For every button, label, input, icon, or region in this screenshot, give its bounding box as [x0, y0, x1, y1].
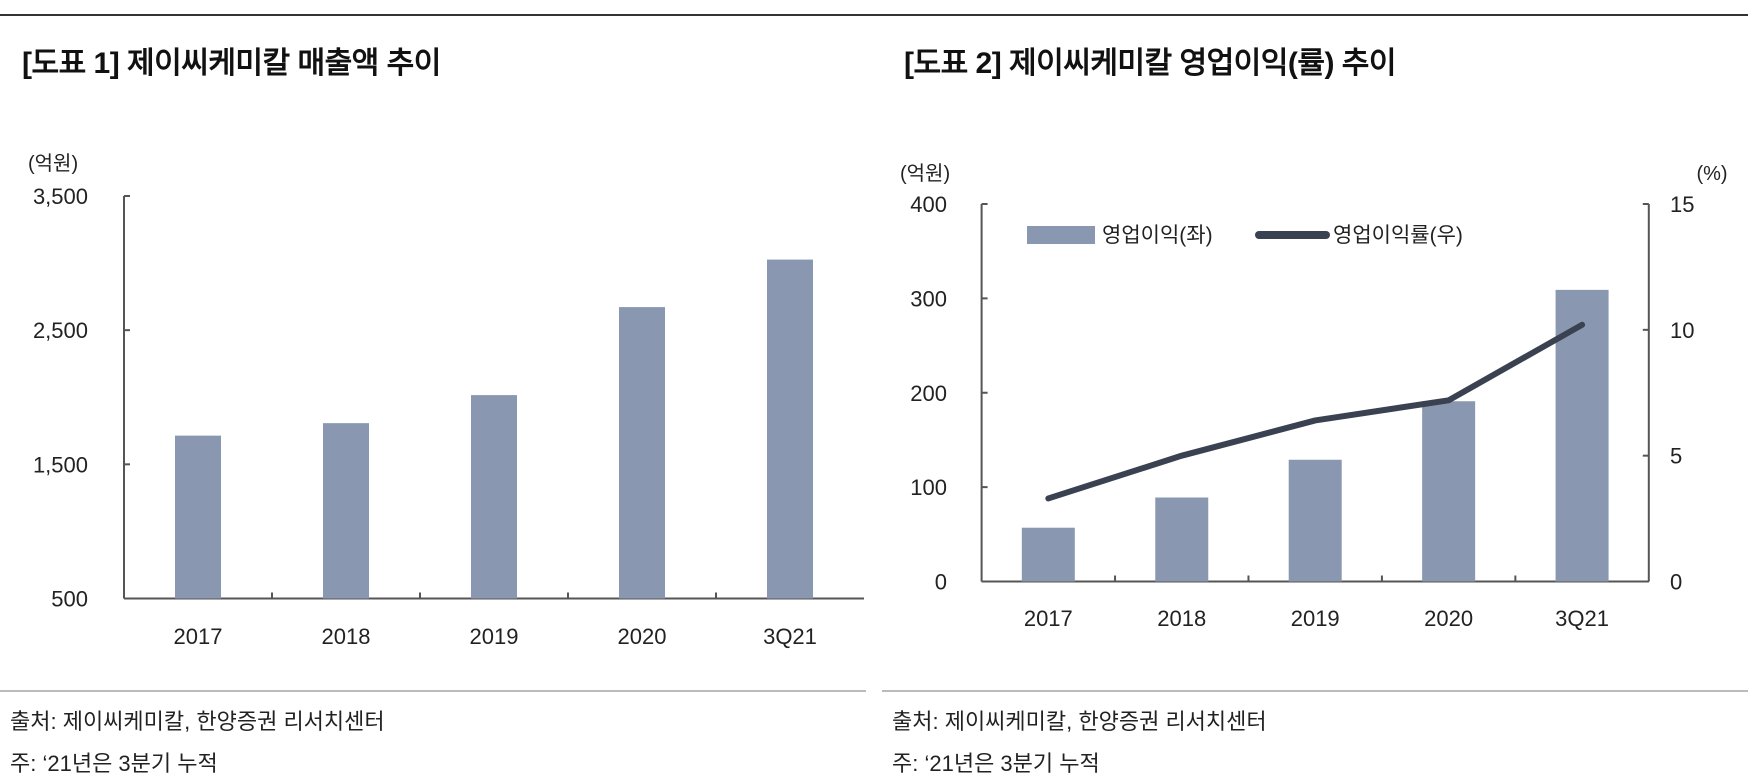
chart1-source: 출처: 제이씨케미칼, 한양증권 리서치센터 [10, 709, 385, 734]
left-y-tick-label: 400 [910, 192, 947, 217]
chart1-footer-rule [0, 690, 866, 692]
chart1-title: [도표 1] 제이씨케미칼 매출액 추이 [22, 47, 441, 80]
legend-bar-label: 영업이익(좌) [1102, 224, 1213, 247]
x-tick-label: 2018 [322, 624, 371, 649]
y-tick-label: 3,500 [33, 184, 88, 209]
bar-2020 [1422, 401, 1476, 582]
top-rule [0, 14, 1748, 16]
left-y-axis-unit: (억원) [900, 162, 950, 185]
left-y-tick-label: 100 [910, 475, 947, 500]
x-tick-label: 2019 [470, 624, 519, 649]
chart2-footer-rule [882, 690, 1748, 692]
x-tick-label: 2020 [1424, 606, 1473, 631]
bar-3Q21 [1555, 289, 1609, 582]
chart2-note: 주: ‘21년은 3분기 누적 [892, 751, 1100, 776]
bar-2018 [323, 423, 369, 599]
x-tick-label: 2017 [174, 624, 223, 649]
bar-2018 [1155, 497, 1209, 582]
bar-2017 [1021, 527, 1075, 582]
right-y-tick-label: 5 [1670, 444, 1682, 469]
legend-bar-swatch [1027, 226, 1095, 244]
left-y-tick-label: 300 [910, 286, 947, 311]
legend-line-label: 영업이익률(우) [1333, 224, 1463, 247]
x-tick-label: 2019 [1291, 606, 1340, 631]
bar-2017 [175, 435, 221, 599]
right-y-tick-label: 0 [1670, 570, 1682, 595]
y-tick-label: 2,500 [33, 318, 88, 343]
x-tick-label: 3Q21 [1555, 606, 1609, 631]
y-axis-unit: (억원) [28, 152, 78, 175]
right-y-tick-label: 15 [1670, 192, 1694, 217]
bar-2020 [619, 307, 665, 599]
x-tick-label: 2020 [618, 624, 667, 649]
bar-3Q21 [767, 259, 813, 599]
bar-2019 [471, 395, 517, 599]
y-tick-label: 1,500 [33, 452, 88, 477]
right-y-tick-label: 10 [1670, 318, 1694, 343]
x-tick-label: 2018 [1157, 606, 1206, 631]
y-tick-label: 500 [51, 587, 88, 612]
x-tick-label: 3Q21 [763, 624, 817, 649]
left-y-tick-label: 200 [910, 381, 947, 406]
left-y-tick-label: 0 [935, 570, 947, 595]
bar-2019 [1288, 459, 1342, 582]
chart2-title: [도표 2] 제이씨케미칼 영업이익(률) 추이 [904, 47, 1397, 80]
chart2-source: 출처: 제이씨케미칼, 한양증권 리서치센터 [892, 709, 1267, 734]
right-y-axis-unit: (%) [1696, 163, 1727, 185]
x-tick-label: 2017 [1024, 606, 1073, 631]
chart1-note: 주: ‘21년은 3분기 누적 [10, 751, 218, 776]
